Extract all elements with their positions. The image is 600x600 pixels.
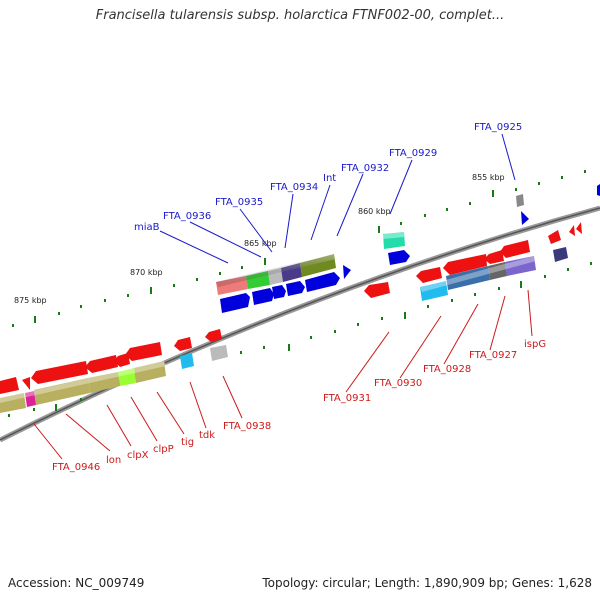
reverse-arrow <box>500 240 530 258</box>
gene-label-fta0930: FTA_0930 <box>374 378 422 389</box>
reverse-arrow <box>31 361 88 384</box>
gene-label-fta0931: FTA_0931 <box>323 393 371 404</box>
gene-block-ispG <box>553 247 568 262</box>
forward-arrow <box>343 265 351 279</box>
gene-label-tdk: tdk <box>199 430 215 441</box>
gene-label-fta0929: FTA_0929 <box>389 148 437 159</box>
forward-arrow <box>220 293 250 313</box>
gene-block-tig <box>134 361 166 383</box>
gene-label-fta0935: FTA_0935 <box>215 197 263 208</box>
gene-label-fta0934: FTA_0934 <box>270 182 318 193</box>
genome-summary-text: Topology: circular; Length: 1,890,909 bp… <box>262 576 592 590</box>
kbp-label-860: 860 kbp <box>358 207 391 216</box>
forward-arrow <box>597 184 600 196</box>
reverse-arrow <box>569 225 575 236</box>
reverse-arrow <box>205 329 222 342</box>
forward-arrow <box>305 272 340 292</box>
reverse-arrow <box>576 222 582 234</box>
gene-label-lon: lon <box>106 455 121 466</box>
reverse-arrow <box>0 377 19 394</box>
gene-label-fta0927: FTA_0927 <box>469 350 517 361</box>
gene-block-clpP <box>118 368 136 386</box>
reverse-arrow <box>85 355 118 373</box>
kbp-label-875: 875 kbp <box>14 296 47 305</box>
genome-backbone <box>0 205 600 443</box>
gene-block-fta0930 <box>446 266 490 290</box>
forward-features <box>216 184 600 313</box>
forward-arrow <box>272 285 286 299</box>
accession-text: Accession: NC_009749 <box>8 576 145 590</box>
gene-label-fta0936: FTA_0936 <box>163 211 211 222</box>
gene-label-int: Int <box>323 173 336 184</box>
kbp-label-870: 870 kbp <box>130 268 163 277</box>
gene-block-tdk <box>180 353 194 369</box>
lower-tick-row <box>8 262 592 417</box>
gene-label-fta0932: FTA_0932 <box>341 163 389 174</box>
gene-block-fta0931 <box>420 281 448 301</box>
gene-label-fta0925: FTA_0925 <box>474 122 522 133</box>
forward-arrow <box>286 281 305 296</box>
reverse-features <box>0 222 582 413</box>
bottom-leader-lines <box>33 289 533 460</box>
forward-arrow <box>521 211 529 225</box>
gene-label-miaB: miaB <box>134 222 160 233</box>
gene-block-fta0929 <box>383 232 405 249</box>
gene-block-fta0925 <box>516 194 524 207</box>
reverse-arrow <box>22 377 30 390</box>
reverse-arrow <box>484 250 504 264</box>
gene-label-fta0946: FTA_0946 <box>52 462 100 473</box>
reverse-arrow <box>174 337 192 351</box>
gene-block-fta0946 <box>25 391 36 407</box>
gene-label-tig: tig <box>181 437 194 448</box>
reverse-arrow <box>416 267 442 283</box>
reverse-arrow <box>548 230 561 244</box>
gene-label-clpX: clpX <box>127 450 149 461</box>
kbp-label-865: 865 kbp <box>244 239 277 248</box>
gene-block-clpX <box>88 372 120 393</box>
gene-block-fta0938 <box>210 345 228 361</box>
top-leader-lines <box>159 133 516 264</box>
gene-block-fta0928 <box>488 262 507 280</box>
upper-tick-row <box>12 170 586 327</box>
reverse-arrow <box>125 342 162 361</box>
reverse-arrow <box>114 353 130 367</box>
reverse-arrow <box>364 282 390 298</box>
gene-label-clpP: clpP <box>153 444 174 455</box>
gene-block-fta0927 <box>505 256 536 276</box>
map-title: Francisella tularensis subsp. holarctica… <box>95 8 505 23</box>
gene-label-fta0938: FTA_0938 <box>223 421 271 432</box>
forward-arrow <box>252 288 274 305</box>
kbp-label-855: 855 kbp <box>472 173 505 182</box>
reverse-arrow <box>443 254 487 275</box>
gene-block-lon <box>34 378 90 405</box>
forward-arrow <box>388 250 410 265</box>
gene-label-fta0928: FTA_0928 <box>423 364 471 375</box>
gene-label-ispG: ispG <box>524 339 546 350</box>
